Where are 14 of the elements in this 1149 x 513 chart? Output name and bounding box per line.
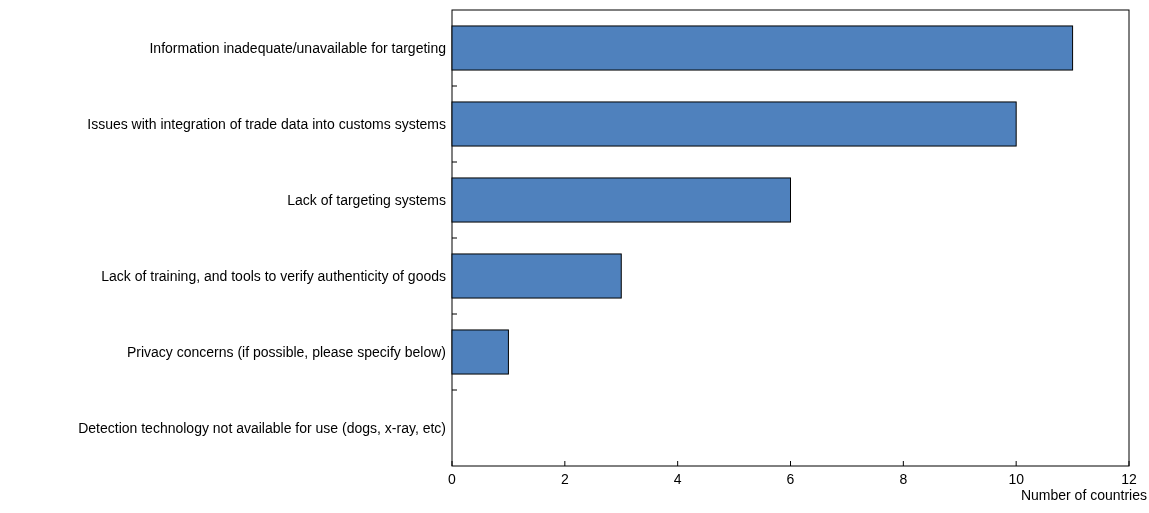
x-tick-label: 2	[560, 471, 569, 487]
y-tick-label: Privacy concerns (if possible, please specify below)	[126, 343, 446, 360]
x-tick-label: 4	[673, 471, 682, 487]
y-tick-label: Lack of training, and tools to verify authenticity of goods	[101, 267, 446, 284]
x-axis-title: Number of countries	[1020, 487, 1147, 503]
x-tick-label: 6	[786, 471, 795, 487]
y-tick-label: Issues with integration of trade data into customs systems	[87, 115, 446, 132]
y-tick-label: Detection technology not available for use (dogs, x-ray, etc)	[78, 419, 446, 436]
x-tick-label: 0	[448, 471, 457, 487]
y-tick-label: Information inadequate/unavailable for targeting	[149, 39, 446, 56]
x-tick-label: 10	[1008, 471, 1025, 487]
x-tick-label: 12	[1121, 471, 1137, 487]
x-tick-label: 8	[899, 471, 908, 487]
y-tick-label: Lack of targeting systems	[287, 191, 446, 208]
